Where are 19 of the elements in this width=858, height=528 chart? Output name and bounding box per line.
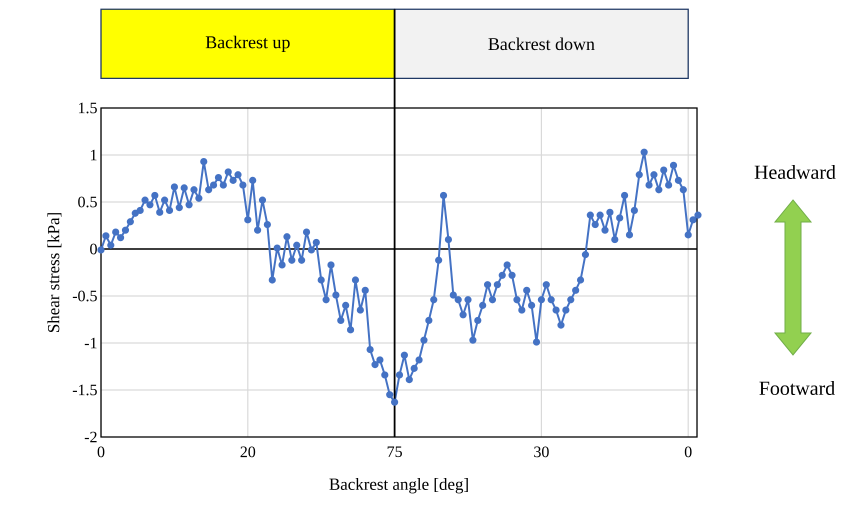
x-tick-label: 30 — [534, 446, 549, 458]
x-tick-label: 0 — [684, 446, 692, 458]
y-tick-label: -0.5 — [72, 290, 97, 302]
text: Footward — [759, 380, 835, 395]
x-tick-label: 20 — [240, 446, 256, 458]
y-tick-label: -2 — [84, 432, 97, 442]
x-axis-title: Backrest angle [deg] — [329, 478, 468, 494]
text: Headward — [754, 164, 836, 179]
y-tick-label: 0.5 — [78, 196, 97, 208]
text: Backrest down — [488, 38, 595, 50]
y-tick-label: 1 — [90, 150, 97, 160]
y-tick-label: 1.5 — [78, 102, 97, 114]
x-tick-label: 0 — [98, 446, 104, 458]
text: Backrest up — [206, 36, 290, 52]
y-axis-title: Shear stress [kPa] — [47, 213, 62, 332]
y-tick-label: -1 — [84, 338, 97, 348]
y-tick-label: 0 — [90, 244, 97, 254]
y-tick-label: -1.5 — [72, 384, 97, 396]
x-tick-label: 75 — [388, 446, 402, 458]
